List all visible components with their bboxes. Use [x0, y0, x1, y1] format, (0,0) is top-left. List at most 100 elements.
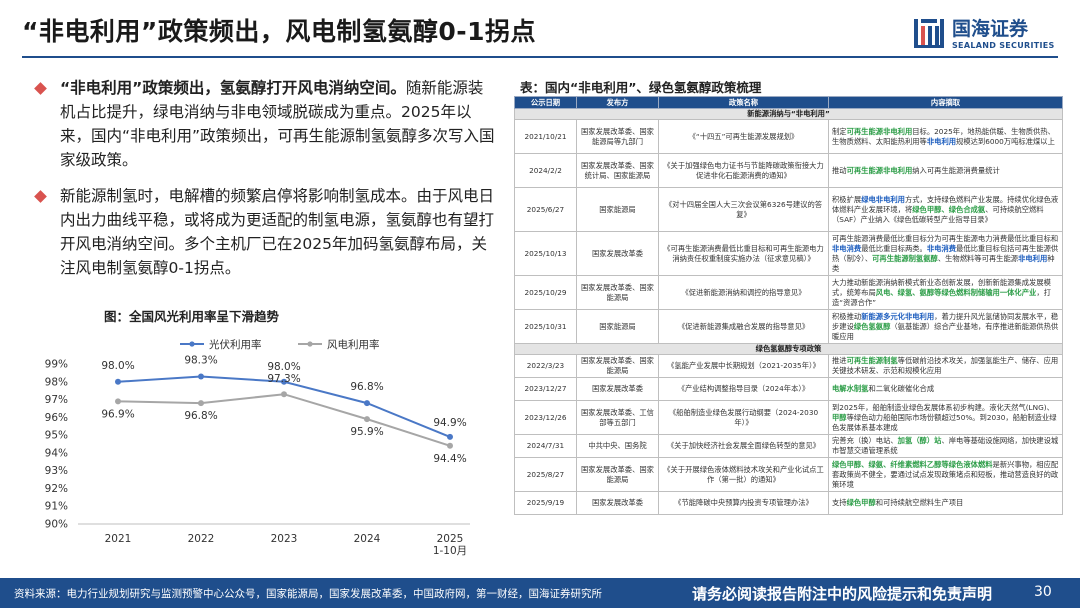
y-tick-label: 92%	[45, 483, 68, 495]
data-label: 98.3%	[184, 354, 217, 366]
highlight-text: 电解水制氢	[832, 384, 869, 393]
cell-content: 完善充（换）电站、加氢（醇）站、岸电等基础设施网络，加快建设城市智慧交通管理系统	[828, 434, 1063, 458]
content-text: 和二氧化碳催化合成	[868, 384, 935, 393]
cell-policy: 《“十四五”可再生能源发展规划》	[658, 119, 829, 154]
highlight-text: 可再生能源制氢	[846, 356, 898, 365]
content-text: 等绿色动力船舶国际市场份额超过50%。到2030，船舶制造业绿色发展体系基本建成	[832, 412, 1057, 432]
header-policy: 政策名称	[658, 96, 829, 109]
content-text: 、生物燃料等可再生能源	[937, 253, 1019, 263]
bullet-lead: “非电利用”政策频出，氢氨醇打开风电消纳空间。	[60, 79, 406, 97]
cell-issuer: 国家发展改革委	[576, 377, 659, 401]
content-text: 、可持续航空燃料（SAF）产业纳入《绿色低碳转型产业指导目录》	[832, 204, 1044, 224]
cell-date: 2025/10/31	[514, 309, 577, 344]
company-logo: 国海证券 SEALAND SECURITIES	[912, 14, 1062, 54]
cell-policy: 《关于加强绿色电力证书与节能降碳政策衔接大力促进非化石能源消费的通知》	[658, 153, 829, 188]
cell-date: 2023/12/27	[514, 377, 577, 401]
sealand-logo-icon	[914, 19, 944, 48]
cell-issuer: 国家能源局	[576, 309, 659, 344]
cell-policy: 《对十四届全国人大三次会议第6326号建议的答复》	[658, 187, 829, 232]
highlight-text: 可再生能源制氢氨醇	[872, 253, 938, 263]
content-text: 推进	[832, 356, 847, 365]
cell-date: 2022/3/23	[514, 354, 577, 378]
cell-issuer: 中共中央、国务院	[576, 434, 659, 458]
y-tick-label: 99%	[45, 359, 68, 371]
highlight-text: 可再生能源非电利用	[846, 126, 913, 136]
header-issuer: 发布方	[576, 96, 659, 109]
header-date: 公示日期	[514, 96, 577, 109]
data-point	[364, 416, 370, 423]
content-text: 纳入可再生能源消费量统计	[912, 165, 1000, 175]
legend-label: 风电利用率	[327, 338, 380, 351]
bullet-text: 随新能源装机占比提升，绿电消纳与非电领域脱碳成为重点。2025年以来，国内“非电…	[60, 79, 495, 169]
cell-policy: 《关于加快经济社会发展全面绿色转型的意见》	[658, 434, 829, 458]
table-row: 2025/9/19 国家发展改革委 《节能降碳中央预算内投资专项管理办法》 支持绿色甲…	[514, 491, 1063, 515]
logo-chinese: 国海证券	[952, 18, 1029, 40]
cell-policy: 《促进新能源集成融合发展的指导意见》	[658, 309, 829, 344]
legend-marker	[307, 341, 313, 347]
table-row: 2025/10/29 国家发展改革委、国家能源局 《促进新能源消纳和调控的指导意见》…	[514, 275, 1063, 310]
highlight-text: 新能源多元化非电利用	[861, 311, 935, 321]
cell-content: 电解水制氢和二氧化碳催化合成	[828, 377, 1063, 401]
y-tick-label: 93%	[45, 465, 68, 477]
cell-policy: 《氢能产业发展中长期规划（2021-2035年）》	[658, 354, 829, 378]
cell-content: 支持绿色甲醇和可持续航空燃料生产项目	[828, 491, 1063, 515]
content-text: 最低比重目标两类。	[861, 243, 927, 253]
data-label: 96.8%	[184, 410, 217, 422]
content-text: ，着力提升风光氢储协同发展水平，稳步建设	[832, 311, 1059, 331]
cell-content: 到2025年，船舶制造业绿色发展体系初步构建。液化天然气(LNG)、甲醇等绿色动…	[828, 400, 1063, 435]
x-tick-label: 1-10月	[433, 545, 467, 557]
highlight-text: 绿电非电利用	[861, 194, 905, 204]
header-content: 内容摘取	[828, 96, 1063, 109]
footer-source: 资料来源：电力行业规划研究与监测预警中心公众号，国家能源局，国家发展改革委，中国…	[14, 588, 602, 600]
table-header-row: 公示日期 发布方 政策名称 内容摘取	[514, 96, 1063, 109]
content-text: 支持	[832, 498, 847, 507]
legend-marker	[189, 341, 195, 347]
data-label: 98.0%	[101, 360, 134, 372]
table-row: 2024/2/2 国家发展改革委、国家统计局、国家能源局 《关于加强绿色电力证书与节…	[514, 153, 1063, 188]
y-tick-label: 91%	[45, 501, 68, 513]
content-text: 可再生能源消费最低比重目标分为可再生能源电力消费最低比重目标和	[832, 233, 1059, 243]
y-tick-label: 95%	[45, 430, 68, 442]
footer-bar: 资料来源：电力行业规划研究与监测预警中心公众号，国家能源局，国家发展改革委，中国…	[0, 578, 1080, 608]
data-point	[364, 400, 370, 407]
bullet-text: 新能源制氢时，电解槽的频繁启停将影响制氢成本。由于风电日内出力曲线平稳，或将成为…	[60, 187, 495, 277]
data-label: 98.0%	[267, 361, 300, 373]
cell-content: 大力推动新能源消纳新模式新业态创新发展，创新新能源集成发展模式，统筹布局风电、绿…	[828, 275, 1063, 310]
cell-date: 2024/7/31	[514, 434, 577, 458]
cell-date: 2025/8/27	[514, 457, 577, 492]
content-text: 积极扩展	[832, 194, 862, 204]
cell-policy: 《船舶制造业绿色发展行动纲要（2024-2030年）》	[658, 400, 829, 435]
footer-disclaimer: 请务必阅读报告附注中的风险提示和免责声明	[692, 585, 993, 603]
y-tick-label: 94%	[45, 447, 68, 459]
cell-content: 可再生能源消费最低比重目标分为可再生能源电力消费最低比重目标和非电消费最低比重目…	[828, 231, 1063, 276]
highlight-text: 非电消费	[926, 243, 957, 253]
table-row: 2025/10/31 国家能源局 《促进新能源集成融合发展的指导意见》 积极推动新能源…	[514, 309, 1063, 344]
series-line-0	[117, 375, 451, 438]
cell-content: 绿色甲醇、绿氨、纤维素燃料乙醇等绿色液体燃料是新兴事物，相应配套政策尚不健全，要…	[828, 457, 1063, 492]
cell-issuer: 国家发展改革委	[576, 491, 659, 515]
cell-issuer: 国家发展改革委、工信部等五部门	[576, 400, 659, 435]
content-text: 和可持续航空燃料生产项目	[875, 498, 964, 507]
table-row: 2025/10/13 国家发展改革委 《可再生能源消费最低比重目标和可再生能源电力消…	[514, 231, 1063, 276]
y-tick-label: 90%	[45, 519, 68, 531]
content-text: （氨基能源）综合产业基地，有序推进新能源供热供暖应用	[832, 321, 1059, 341]
cell-issuer: 国家发展改革委、国家能源局	[576, 354, 659, 378]
table-row: 2023/12/26 国家发展改革委、工信部等五部门 《船舶制造业绿色发展行动纲要（…	[514, 400, 1063, 435]
utilization-line-chart: 90% 91% 92% 93% 94% 95% 96% 97% 98% 99% 2021 2022 20…	[45, 338, 470, 557]
table-row: 2021/10/21 国家发展改革委、国家能源局等九部门 《“十四五”可再生能源发展…	[514, 119, 1063, 154]
table-row: 2022/3/23 国家发展改革委、国家能源局 《氢能产业发展中长期规划（2021-…	[514, 354, 1063, 378]
content-text: 是新兴事物，相应配套政策尚不健全，要通过试点发现政策堵点和短板，推动营造良好的政…	[832, 459, 1059, 489]
content-text: ，打造“资源合作”	[832, 287, 1051, 307]
cell-issuer: 国家发展改革委、国家能源局	[576, 275, 659, 310]
highlight-text: 非电利用	[1018, 253, 1048, 263]
bullet-item: “非电利用”政策频出，氢氨醇打开风电消纳空间。随新能源装机占比提升，绿电消纳与非…	[30, 76, 498, 172]
x-tick-label: 2024	[354, 533, 381, 545]
cell-issuer: 国家发展改革委	[576, 231, 659, 276]
table-section-row: 绿色氢氨醇专项政策	[514, 343, 1063, 355]
content-text: 方式，支持绿色燃料产业发展。持续优化绿色液体燃料产业发展环境，将	[832, 194, 1059, 214]
x-tick-label: 2022	[188, 533, 215, 545]
cell-content: 制定可再生能源非电利用目标。2025年，地热能供暖、生物质供热、生物质燃料、太阳…	[828, 119, 1063, 154]
table-title: 表：国内“非电利用”、绿色氢氨醇政策梳理	[520, 80, 762, 95]
table-row: 2023/12/27 国家发展改革委 《产业结构调整指导目录（2024年本）》 电解水…	[514, 377, 1063, 401]
cell-issuer: 国家发展改革委、国家能源局	[576, 457, 659, 492]
